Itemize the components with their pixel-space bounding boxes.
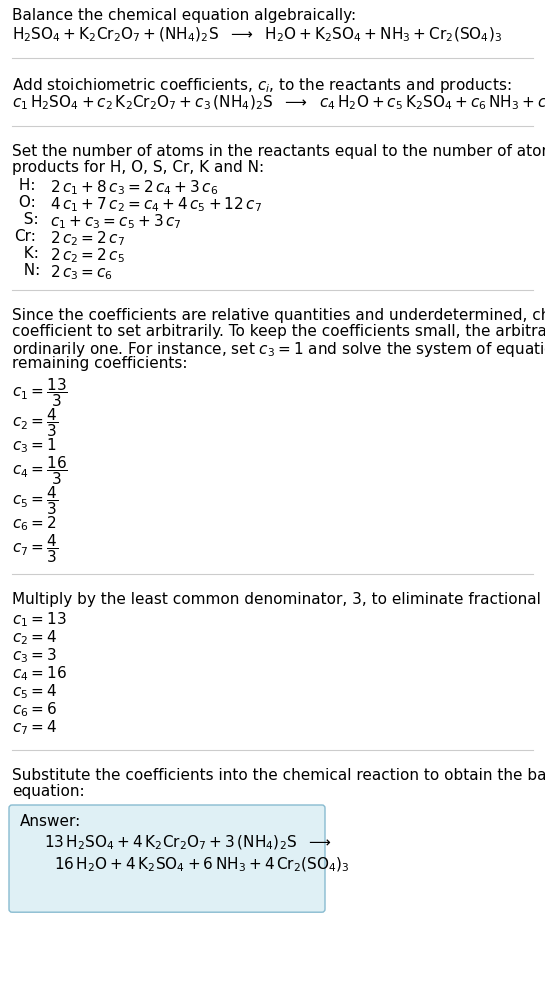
Text: $c_4 = 16$: $c_4 = 16$	[12, 664, 67, 683]
Text: $c_1 + c_3 = c_5 + 3\,c_7$: $c_1 + c_3 = c_5 + 3\,c_7$	[50, 212, 181, 231]
Text: $c_5 = \dfrac{4}{3}$: $c_5 = \dfrac{4}{3}$	[12, 484, 58, 517]
Text: $c_2 = \dfrac{4}{3}$: $c_2 = \dfrac{4}{3}$	[12, 406, 58, 438]
Text: $c_6 = 2$: $c_6 = 2$	[12, 514, 57, 533]
Text: $2\,c_2 = 2\,c_5$: $2\,c_2 = 2\,c_5$	[50, 246, 125, 264]
Text: Multiply by the least common denominator, 3, to eliminate fractional coefficient: Multiply by the least common denominator…	[12, 592, 545, 607]
Text: Add stoichiometric coefficients, $c_i$, to the reactants and products:: Add stoichiometric coefficients, $c_i$, …	[12, 76, 512, 95]
FancyBboxPatch shape	[9, 805, 325, 912]
Text: Answer:: Answer:	[20, 814, 81, 829]
Text: Cr:: Cr:	[14, 229, 36, 244]
Text: ordinarily one. For instance, set $c_3 = 1$ and solve the system of equations fo: ordinarily one. For instance, set $c_3 =…	[12, 340, 545, 359]
Text: equation:: equation:	[12, 784, 84, 799]
Text: $\mathregular{H_2SO_4 + K_2Cr_2O_7 + (NH_4)_2S}$  $\longrightarrow$  $\mathregul: $\mathregular{H_2SO_4 + K_2Cr_2O_7 + (NH…	[12, 26, 502, 45]
Text: $2\,c_1 + 8\,c_3 = 2\,c_4 + 3\,c_6$: $2\,c_1 + 8\,c_3 = 2\,c_4 + 3\,c_6$	[50, 178, 218, 197]
Text: $c_7 = 4$: $c_7 = 4$	[12, 718, 57, 737]
Text: $c_2 = 4$: $c_2 = 4$	[12, 628, 57, 647]
Text: $c_3 = 1$: $c_3 = 1$	[12, 436, 57, 454]
Text: coefficient to set arbitrarily. To keep the coefficients small, the arbitrary va: coefficient to set arbitrarily. To keep …	[12, 324, 545, 339]
Text: N:: N:	[14, 263, 40, 278]
Text: Substitute the coefficients into the chemical reaction to obtain the balanced: Substitute the coefficients into the che…	[12, 768, 545, 783]
Text: H:: H:	[14, 178, 35, 193]
Text: products for H, O, S, Cr, K and N:: products for H, O, S, Cr, K and N:	[12, 160, 264, 175]
Text: $16\,\mathregular{H_2O} + 4\,\mathregular{K_2SO_4} + 6\,\mathregular{NH_3} + 4\,: $16\,\mathregular{H_2O} + 4\,\mathregula…	[54, 856, 349, 875]
Text: $4\,c_1 + 7\,c_2 = c_4 + 4\,c_5 + 12\,c_7$: $4\,c_1 + 7\,c_2 = c_4 + 4\,c_5 + 12\,c_…	[50, 195, 262, 214]
Text: O:: O:	[14, 195, 36, 210]
Text: Balance the chemical equation algebraically:: Balance the chemical equation algebraica…	[12, 8, 356, 23]
Text: K:: K:	[14, 246, 39, 261]
Text: $2\,c_3 = c_6$: $2\,c_3 = c_6$	[50, 263, 113, 281]
Text: $c_5 = 4$: $c_5 = 4$	[12, 682, 57, 701]
Text: $c_7 = \dfrac{4}{3}$: $c_7 = \dfrac{4}{3}$	[12, 532, 58, 565]
Text: $c_6 = 6$: $c_6 = 6$	[12, 700, 57, 719]
Text: $c_1 = 13$: $c_1 = 13$	[12, 610, 66, 628]
Text: S:: S:	[14, 212, 39, 227]
Text: $c_3 = 3$: $c_3 = 3$	[12, 646, 57, 665]
Text: Since the coefficients are relative quantities and underdetermined, choose a: Since the coefficients are relative quan…	[12, 308, 545, 323]
Text: Set the number of atoms in the reactants equal to the number of atoms in the: Set the number of atoms in the reactants…	[12, 144, 545, 159]
Text: $2\,c_2 = 2\,c_7$: $2\,c_2 = 2\,c_7$	[50, 229, 125, 248]
Text: $c_1\,\mathregular{H_2SO_4} + c_2\,\mathregular{K_2Cr_2O_7} + c_3\,\mathregular{: $c_1\,\mathregular{H_2SO_4} + c_2\,\math…	[12, 94, 545, 112]
Text: $13\,\mathregular{H_2SO_4} + 4\,\mathregular{K_2Cr_2O_7} + 3\,\mathregular{(NH_4: $13\,\mathregular{H_2SO_4} + 4\,\mathreg…	[44, 834, 332, 853]
Text: remaining coefficients:: remaining coefficients:	[12, 356, 187, 371]
Text: $c_4 = \dfrac{16}{3}$: $c_4 = \dfrac{16}{3}$	[12, 454, 68, 487]
Text: $c_1 = \dfrac{13}{3}$: $c_1 = \dfrac{13}{3}$	[12, 376, 68, 409]
